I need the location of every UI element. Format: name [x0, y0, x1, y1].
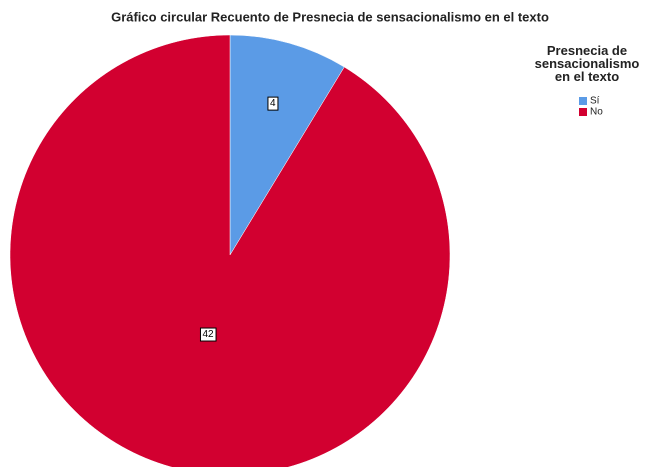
data-label-box	[199, 327, 217, 342]
data-label: 42	[202, 329, 214, 340]
legend-title: Presnecia de sensacionalismo en el texto	[534, 43, 640, 84]
pie-slice	[9, 34, 451, 467]
pie-slice	[229, 34, 345, 256]
legend-label: Sí	[590, 96, 600, 107]
data-label: 4	[270, 98, 276, 109]
chart-title: Gráfico circular Recuento de Presnecia d…	[111, 9, 549, 24]
legend-swatch	[579, 108, 587, 116]
legend-label: No	[590, 107, 603, 118]
data-label-box	[267, 96, 279, 111]
legend-swatch	[579, 97, 587, 105]
